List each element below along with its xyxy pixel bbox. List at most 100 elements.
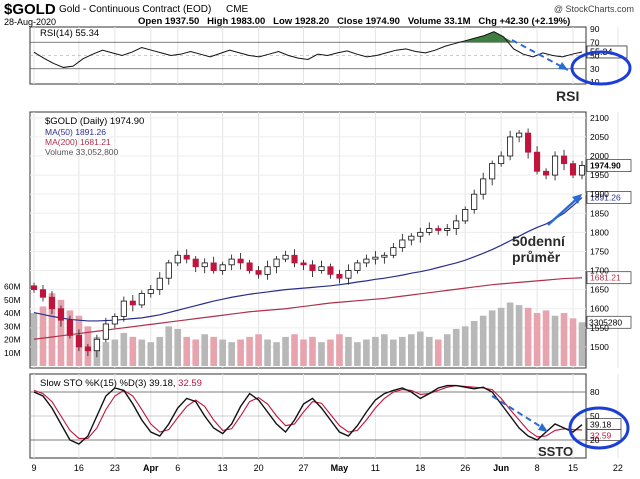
ma50-line	[33, 197, 583, 322]
rsi-tick-label: 10	[590, 77, 600, 87]
ma200-line	[33, 277, 583, 340]
price-tick-label: 1800	[590, 227, 609, 237]
price-candle	[291, 254, 298, 264]
price-tick-label: 1500	[590, 342, 609, 352]
chart-credit: @ StockCharts.com	[553, 4, 634, 14]
rsi-annotation-arrow	[511, 39, 569, 71]
stochastic-d-last-label: 32.59	[590, 431, 612, 441]
price-candle	[471, 193, 478, 210]
price-candle	[201, 262, 208, 268]
rsi-circle-highlight	[570, 50, 632, 86]
volume-bar	[461, 326, 469, 366]
volume-bar	[129, 336, 137, 366]
volume-tick-label: 60M	[4, 282, 21, 292]
x-tick-label: May	[331, 463, 349, 473]
volume-tick-label: 40M	[4, 308, 21, 318]
price-candle	[138, 293, 145, 306]
price-candle	[228, 258, 235, 266]
volume-bar	[219, 339, 226, 366]
volume-bar	[318, 342, 325, 366]
price-tick-label: 1550	[590, 323, 609, 333]
price-candle	[435, 228, 442, 231]
price-candle	[147, 289, 154, 294]
price-candle	[30, 285, 38, 291]
volume-tick-label: 20M	[4, 335, 21, 345]
price-candle	[174, 254, 181, 264]
price-tick-label: 2100	[590, 113, 609, 123]
rsi-tick-label: 50	[590, 51, 600, 61]
volume-last-value-label: 3305280	[589, 317, 622, 327]
volume-bar	[470, 321, 478, 366]
price-candle	[48, 296, 56, 310]
price-candle	[246, 262, 253, 271]
ma50-last-value-box	[586, 191, 632, 204]
volume-bar	[524, 307, 532, 366]
volume-bar	[246, 336, 253, 366]
volume-bar	[390, 339, 397, 366]
stochastic-tick-label: 80	[590, 387, 600, 397]
price-candle	[84, 346, 91, 352]
ma50-last-value-label: 1891.26	[590, 193, 621, 203]
price-tick-label: 1700	[590, 266, 609, 276]
price-title: $GOLD (Daily) 1974.90	[45, 116, 144, 127]
volume-bar	[228, 342, 235, 366]
volume-bar	[497, 307, 505, 366]
volume-bar	[102, 342, 110, 366]
volume-bar	[183, 336, 191, 366]
price-candle	[309, 264, 316, 271]
volume-last-value-box	[586, 315, 632, 329]
price-candle	[462, 209, 469, 222]
ssto-circle-highlight	[568, 406, 630, 450]
price-tick-label: 1850	[590, 208, 609, 218]
price-candle	[66, 319, 73, 336]
price-candle	[560, 155, 568, 165]
price-candle	[543, 170, 550, 176]
volume-bar	[569, 318, 577, 366]
volume-bar	[48, 293, 56, 366]
legend-ma50: MA(50) 1891.26	[45, 127, 106, 137]
price-candle	[453, 220, 460, 229]
price-candle	[129, 300, 136, 306]
price-candle	[93, 338, 100, 352]
price-panel-frame	[29, 111, 587, 369]
volume-bar	[336, 334, 343, 366]
rsi-tick-label: 90	[590, 24, 600, 34]
ma50-annotation-label-line1: 50denní	[512, 233, 566, 249]
volume-tick-label: 10M	[4, 348, 21, 358]
stochastic-k-value: 39.18	[149, 378, 173, 389]
price-candle	[282, 254, 289, 260]
volume-bar	[345, 336, 352, 366]
volume-bar	[138, 339, 146, 366]
price-candle	[417, 231, 424, 237]
price-candle	[408, 235, 415, 241]
price-tick-label: 2050	[590, 132, 609, 142]
x-tick-label: 13	[218, 463, 228, 473]
volume-bar	[551, 315, 559, 366]
x-tick-label: 27	[299, 463, 309, 473]
ssto-annotation-arrow	[491, 395, 547, 431]
rsi-title: RSI(14) 55.34	[40, 28, 99, 39]
x-tick-label: 26	[460, 463, 470, 473]
rsi-tick-label: 30	[590, 64, 600, 74]
price-tick-label: 1950	[590, 170, 609, 180]
price-candle	[489, 163, 496, 180]
volume-bar	[542, 310, 550, 366]
x-tick-label: 16	[74, 463, 84, 473]
stochastic-k-last-label: 39.18	[590, 420, 612, 430]
price-candle	[480, 178, 487, 195]
price-candle	[183, 254, 190, 260]
price-candle	[516, 132, 523, 138]
price-candle	[237, 258, 244, 264]
volume-bar	[560, 313, 568, 366]
price-candle	[381, 254, 388, 258]
price-candle	[498, 155, 505, 165]
volume-bar	[282, 336, 289, 366]
price-candle	[399, 239, 406, 249]
volume-bar	[156, 336, 164, 366]
volume-tick-label: 30M	[4, 321, 21, 331]
ssto-annotation-arrowhead	[538, 423, 548, 432]
x-tick-label: 20	[254, 463, 264, 473]
price-candle	[255, 270, 262, 275]
stochastic-k-line	[33, 384, 583, 445]
